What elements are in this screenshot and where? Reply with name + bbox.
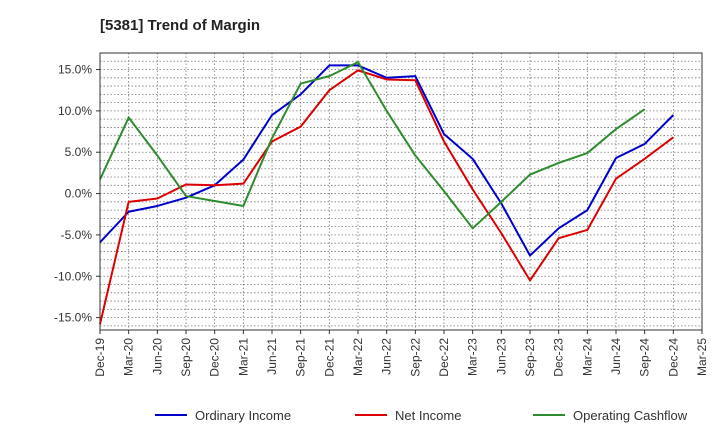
- x-tick-label: Sep-21: [294, 338, 308, 377]
- legend-label-ordinary-income: Ordinary Income: [195, 408, 291, 423]
- chart-title: [5381] Trend of Margin: [100, 17, 260, 34]
- x-tick-label: Dec-19: [93, 338, 107, 377]
- x-tick-label: Mar-22: [351, 338, 365, 376]
- x-tick-label: Jun-23: [494, 338, 508, 375]
- x-tick-label: Mar-21: [236, 338, 250, 376]
- x-tick-label: Jun-21: [265, 338, 279, 375]
- x-tick-label: Sep-22: [408, 338, 422, 377]
- x-tick-label: Mar-20: [122, 338, 136, 376]
- legend: Ordinary Income Net Income Operating Cashf…: [155, 408, 688, 423]
- x-tick-label: Jun-22: [380, 338, 394, 375]
- x-tick-label: Jun-24: [609, 338, 623, 375]
- series-line-ordinary-income: [99, 64, 675, 257]
- legend-label-operating-cashflow: Operating Cashflow: [573, 408, 688, 423]
- series-line-net-income: [99, 69, 674, 325]
- x-tick-label: Dec-23: [552, 338, 566, 377]
- y-axis: 15.0% 10.0% 5.0% 0.0% -5.0% -10.0% -15.0%: [54, 63, 100, 325]
- x-tick-label: Jun-20: [150, 338, 164, 375]
- x-tick-label: Mar-25: [695, 338, 709, 376]
- x-tick-label: Dec-20: [208, 338, 222, 377]
- y-tick-label: 5.0%: [65, 145, 93, 159]
- x-tick-label: Sep-20: [179, 338, 193, 377]
- x-tick-label: Dec-24: [666, 338, 680, 377]
- y-tick-label: 0.0%: [65, 187, 93, 201]
- y-tick-label: -5.0%: [61, 228, 93, 242]
- grid: [99, 52, 703, 330]
- series-line-operating-cashflow: [99, 61, 646, 230]
- y-tick-label: 10.0%: [58, 104, 92, 118]
- x-tick-label: Sep-23: [523, 338, 537, 377]
- x-tick-label: Dec-21: [322, 338, 336, 377]
- x-tick-label: Sep-24: [638, 338, 652, 377]
- series-lines: [99, 61, 675, 325]
- y-tick-label: 15.0%: [58, 63, 92, 77]
- x-tick-label: Mar-24: [580, 338, 594, 376]
- x-tick-label: Mar-23: [466, 338, 480, 376]
- y-tick-label: -10.0%: [54, 269, 92, 283]
- plot-frame: [99, 52, 703, 331]
- x-tick-label: Dec-22: [437, 338, 451, 377]
- x-axis: Dec-19 Mar-20 Jun-20 Sep-20 Dec-20 Mar-21 Jun-…: [93, 330, 709, 377]
- y-tick-label: -15.0%: [54, 311, 92, 325]
- legend-label-net-income: Net Income: [395, 408, 461, 423]
